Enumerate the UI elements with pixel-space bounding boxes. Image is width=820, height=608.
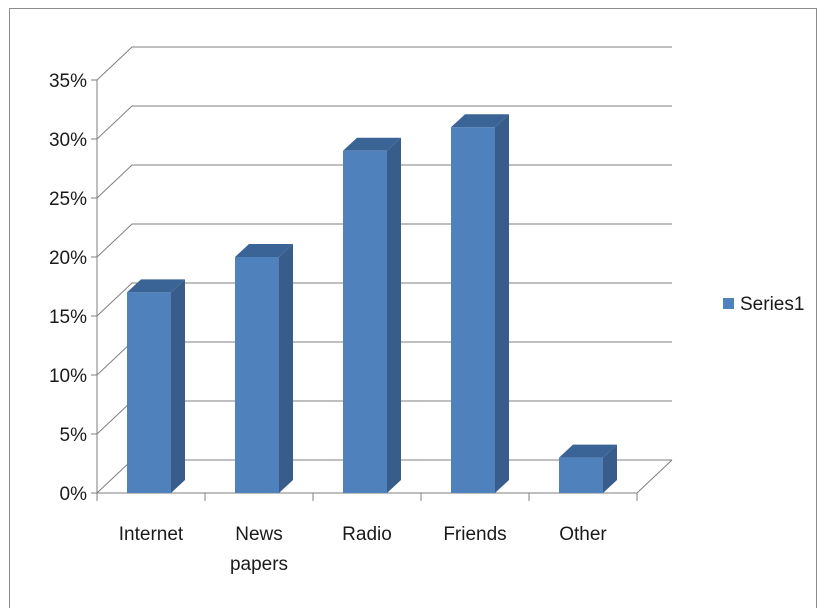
bar-top	[451, 114, 509, 128]
bar	[235, 244, 293, 493]
bar-front	[343, 150, 387, 494]
legend-swatch-series1	[723, 298, 734, 309]
legend-label-series1: Series1	[740, 294, 804, 315]
y-tick-label: 15%	[49, 307, 87, 328]
x-category-label: Internet	[119, 524, 184, 545]
x-category-label: papers	[230, 554, 288, 575]
bar	[343, 137, 401, 494]
bar-front	[235, 257, 279, 493]
bar-side	[279, 244, 293, 493]
x-category-label: News	[235, 524, 283, 545]
gridline	[96, 46, 672, 81]
bar-front	[127, 292, 171, 493]
x-axis-labels: Internet News papers Radio Friends Other	[96, 493, 638, 575]
y-tick-label: 5%	[60, 425, 88, 446]
y-tick-label: 20%	[49, 248, 87, 269]
y-tick-label: 0%	[60, 484, 88, 505]
bar	[451, 114, 509, 493]
bar-side	[387, 137, 401, 494]
bar-top	[235, 244, 293, 257]
x-category-label: Other	[559, 524, 607, 545]
bar-front	[451, 127, 495, 493]
bar-side	[171, 279, 185, 493]
bar-side	[495, 114, 509, 493]
bar-front	[559, 457, 603, 493]
y-tick-label: 30%	[49, 130, 87, 151]
bar-side	[603, 444, 617, 493]
bar-top	[559, 444, 617, 458]
gridline	[96, 459, 133, 494]
y-tick-label: 10%	[49, 366, 87, 387]
bar-top	[127, 279, 185, 293]
legend: Series1	[723, 294, 804, 315]
x-category-label: Friends	[443, 524, 506, 545]
y-axis: 0% 5% 10% 15% 20% 25% 30% 35%	[49, 71, 97, 505]
y-tick-label: 35%	[49, 71, 87, 92]
gridline	[96, 105, 672, 140]
bar-top	[343, 137, 401, 151]
y-tick-label: 25%	[49, 189, 87, 210]
x-category-label: Radio	[342, 524, 392, 545]
bar	[127, 279, 185, 493]
bar	[559, 444, 617, 493]
bars	[127, 114, 617, 494]
